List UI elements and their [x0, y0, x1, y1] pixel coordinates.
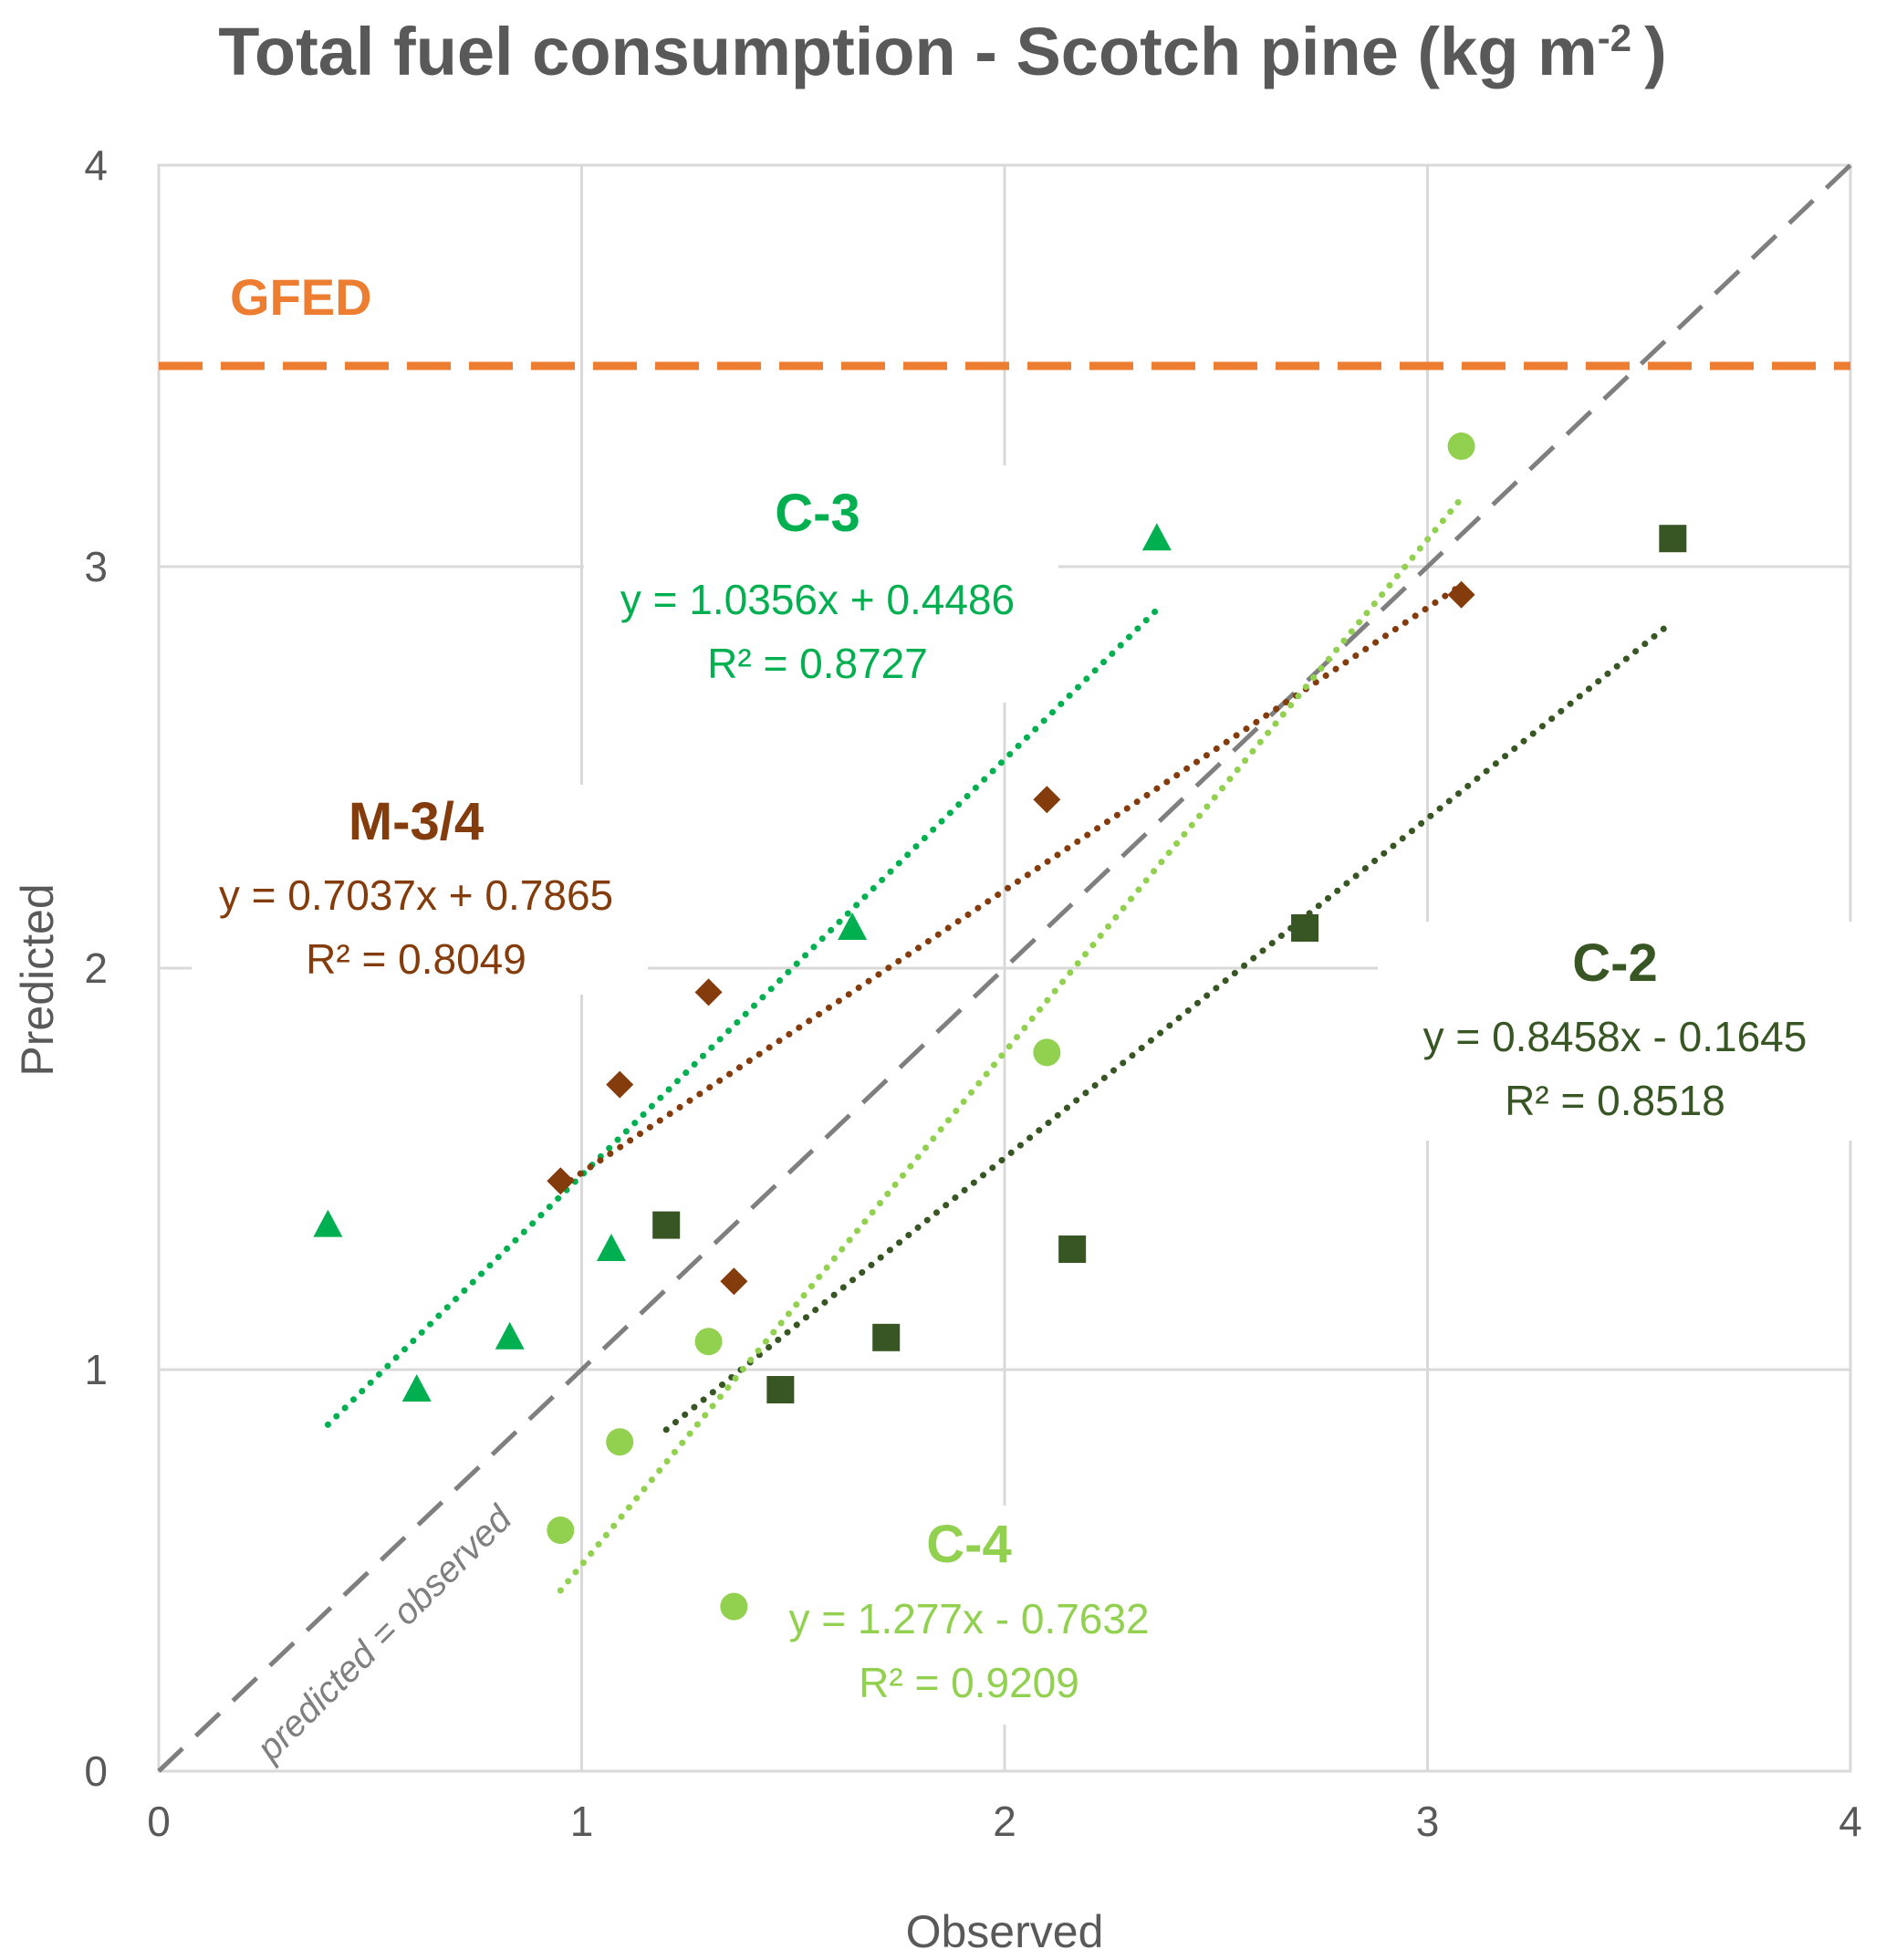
x-tick-label: 3 [1416, 1798, 1440, 1845]
series-equation: y = 1.277x - 0.7632 [788, 1595, 1149, 1642]
series-annotations: C-3 y = 1.0356x + 0.4486 R² = 0.8727 M-3/4 y… [192, 465, 1852, 1725]
circle-marker [606, 1428, 634, 1456]
series-label: C-4 [926, 1515, 1011, 1574]
triangle-marker [1141, 523, 1172, 551]
annotation-backdrop [1378, 922, 1852, 1141]
circle-marker [547, 1517, 575, 1544]
series-label: C-3 [775, 484, 860, 543]
square-marker [1291, 914, 1319, 942]
triangle-marker [401, 1374, 432, 1402]
x-tick-label: 0 [147, 1798, 171, 1845]
circle-marker [720, 1592, 748, 1621]
trend-line [324, 606, 1161, 1428]
chart-title: Total fuel consumption - Scotch pine (kg… [218, 14, 1667, 89]
axis-ticks: 0 1 2 3 4 0 1 2 3 4 [84, 141, 1861, 1845]
diamond-marker [1447, 580, 1475, 609]
diamond-marker [606, 1070, 634, 1099]
y-tick-label: 3 [84, 543, 108, 590]
trend-lines [324, 495, 1676, 1594]
square-marker [1659, 525, 1687, 553]
series-label: C-2 [1572, 933, 1657, 993]
chart-title-main: Total fuel consumption - Scotch pine (kg… [218, 14, 1598, 89]
triangle-marker [313, 1209, 343, 1237]
annotation-backdrop [192, 785, 648, 995]
diamond-marker [547, 1167, 575, 1195]
data-markers [313, 433, 1687, 1621]
trend-line [557, 581, 1465, 1191]
trend-line [662, 618, 1676, 1434]
identity-line [157, 163, 1852, 1773]
series-equation: y = 1.0356x + 0.4486 [620, 576, 1015, 623]
circle-marker [1033, 1038, 1061, 1067]
y-tick-label: 1 [84, 1346, 108, 1393]
y-tick-label: 2 [84, 944, 108, 992]
diamond-marker [694, 978, 723, 1006]
triangle-marker [495, 1321, 525, 1350]
series-r2: R² = 0.8518 [1505, 1077, 1725, 1124]
annotation-backdrop [584, 465, 1058, 703]
x-tick-label: 2 [993, 1798, 1016, 1845]
gfed-label: GFED [230, 268, 372, 326]
square-marker [652, 1211, 681, 1239]
series-label: M-3/4 [349, 792, 484, 851]
x-tick-label: 4 [1839, 1798, 1862, 1845]
circle-marker [1447, 433, 1475, 460]
diamond-marker [720, 1267, 748, 1296]
trend-line [557, 495, 1465, 1594]
square-marker [766, 1376, 795, 1403]
triangle-marker [838, 912, 868, 940]
y-axis-label: Predicted [12, 883, 63, 1076]
series-r2: R² = 0.8727 [707, 640, 928, 687]
x-axis-label: Observed [906, 1906, 1104, 1957]
y-tick-label: 4 [84, 141, 108, 189]
x-tick-label: 1 [570, 1798, 594, 1845]
series-r2: R² = 0.8049 [306, 935, 526, 983]
diamond-marker [1033, 786, 1061, 814]
series-equation: y = 0.7037x + 0.7865 [219, 871, 613, 919]
triangle-marker [596, 1234, 626, 1261]
series-r2: R² = 0.9209 [859, 1659, 1079, 1706]
chart-title-superscript: -2 [1598, 16, 1631, 59]
series-equation: y = 0.8458x - 0.1645 [1423, 1013, 1808, 1060]
y-tick-label: 0 [84, 1747, 108, 1795]
square-marker [872, 1323, 901, 1351]
circle-marker [694, 1328, 723, 1356]
annotation-backdrop [776, 1506, 1177, 1725]
square-marker [1058, 1235, 1087, 1263]
chart-title-suffix: ) [1644, 14, 1667, 89]
